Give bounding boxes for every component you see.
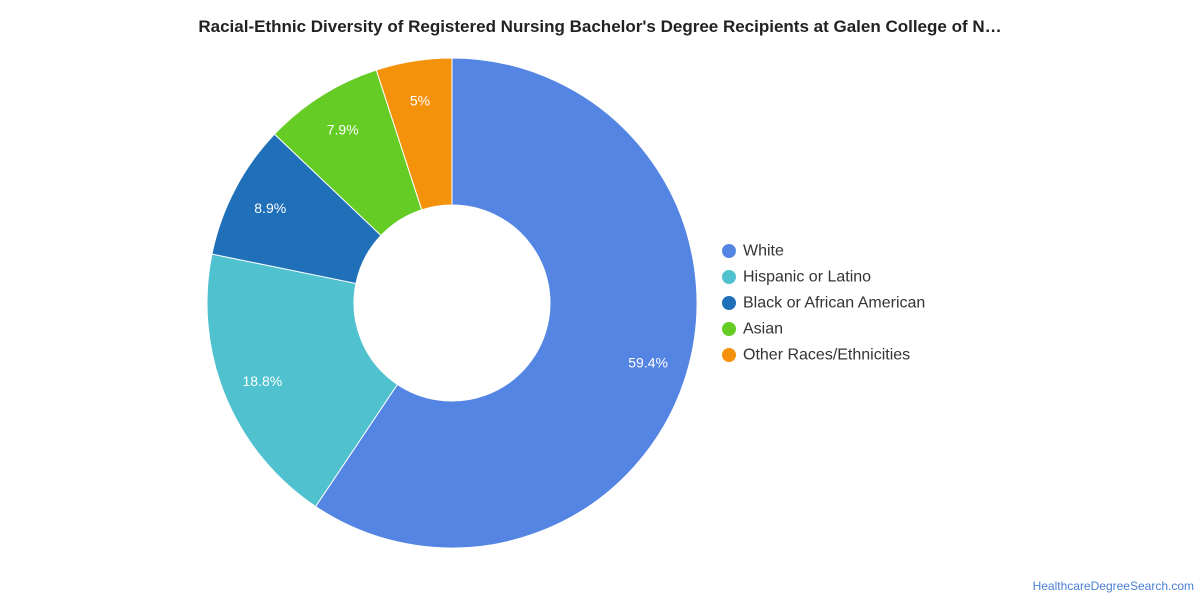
legend: White Hispanic or Latino Black or African … xyxy=(722,243,925,364)
legend-marker xyxy=(722,270,736,284)
legend-label: Hispanic or Latino xyxy=(743,269,871,286)
legend-marker xyxy=(722,322,736,336)
slice-white[interactable] xyxy=(314,57,698,549)
slice-label-black-or-african-american: 8.9% xyxy=(254,200,286,216)
slice-label-asian: 7.9% xyxy=(327,122,359,138)
source-watermark[interactable]: HealthcareDegreeSearch.com xyxy=(1032,579,1194,593)
legend-marker xyxy=(722,244,736,258)
legend-marker xyxy=(722,348,736,362)
legend-label: Asian xyxy=(743,321,783,338)
legend-marker xyxy=(722,296,736,310)
slice-label-white: 59.4% xyxy=(628,355,668,371)
legend-item-black-or-african-american[interactable]: Black or African American xyxy=(722,295,925,312)
slice-other-races-ethnicities[interactable] xyxy=(375,57,453,211)
slice-labels: 59.4% 18.8% 8.9% 7.9% 5% xyxy=(243,93,668,389)
legend-label: Black or African American xyxy=(743,295,925,312)
legend-item-hispanic-or-latino[interactable]: Hispanic or Latino xyxy=(722,269,871,286)
legend-item-white[interactable]: White xyxy=(722,243,784,260)
slice-label-hispanic-or-latino: 18.8% xyxy=(243,373,283,389)
legend-item-other-races-ethnicities[interactable]: Other Races/Ethnicities xyxy=(722,347,910,364)
chart-title: Racial-Ethnic Diversity of Registered Nu… xyxy=(198,17,1002,36)
legend-label: Other Races/Ethnicities xyxy=(743,347,910,364)
slice-label-other-races-ethnicities: 5% xyxy=(410,93,430,109)
legend-label: White xyxy=(743,243,784,260)
slice-hispanic-or-latino[interactable] xyxy=(206,253,399,508)
donut-slices xyxy=(206,57,698,549)
legend-item-asian[interactable]: Asian xyxy=(722,321,783,338)
